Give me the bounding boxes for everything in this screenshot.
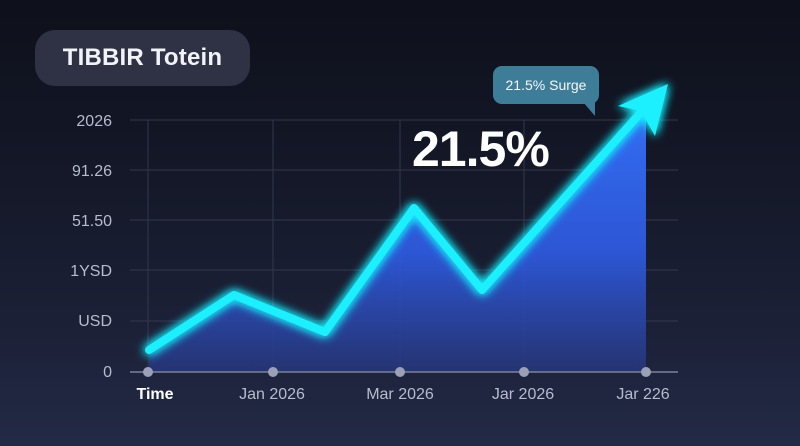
y-label-4: USD: [78, 313, 112, 330]
x-label-3: Jar 2026: [491, 386, 555, 403]
x-label-2: Mar 2026: [366, 386, 434, 403]
area-fill: [149, 110, 646, 372]
chart-title: TIBBIR Totein: [62, 44, 223, 71]
y-label-3: 1YSD: [70, 263, 112, 280]
y-label-1: 91.26: [71, 163, 112, 180]
headline-value: 21.5%: [412, 121, 550, 177]
callout-tail: [583, 102, 595, 116]
surge-callout-text: 21.5% Surge: [505, 77, 587, 93]
x-label-0: Time: [136, 386, 174, 403]
x-label-4: Jar 226: [616, 386, 670, 403]
chart-title-pill: TIBBIR Totein: [35, 30, 250, 86]
x-label-1: Jan 2026: [239, 386, 305, 403]
arrow-head-icon: [618, 84, 668, 136]
y-label-2: 51.50: [71, 213, 112, 230]
y-label-0: 2026: [76, 113, 112, 130]
trend-line: [145, 96, 656, 354]
y-label-5: 0: [103, 364, 112, 381]
x-axis-ticks: [143, 367, 651, 377]
surge-callout: 21.5% Surge: [493, 66, 599, 104]
